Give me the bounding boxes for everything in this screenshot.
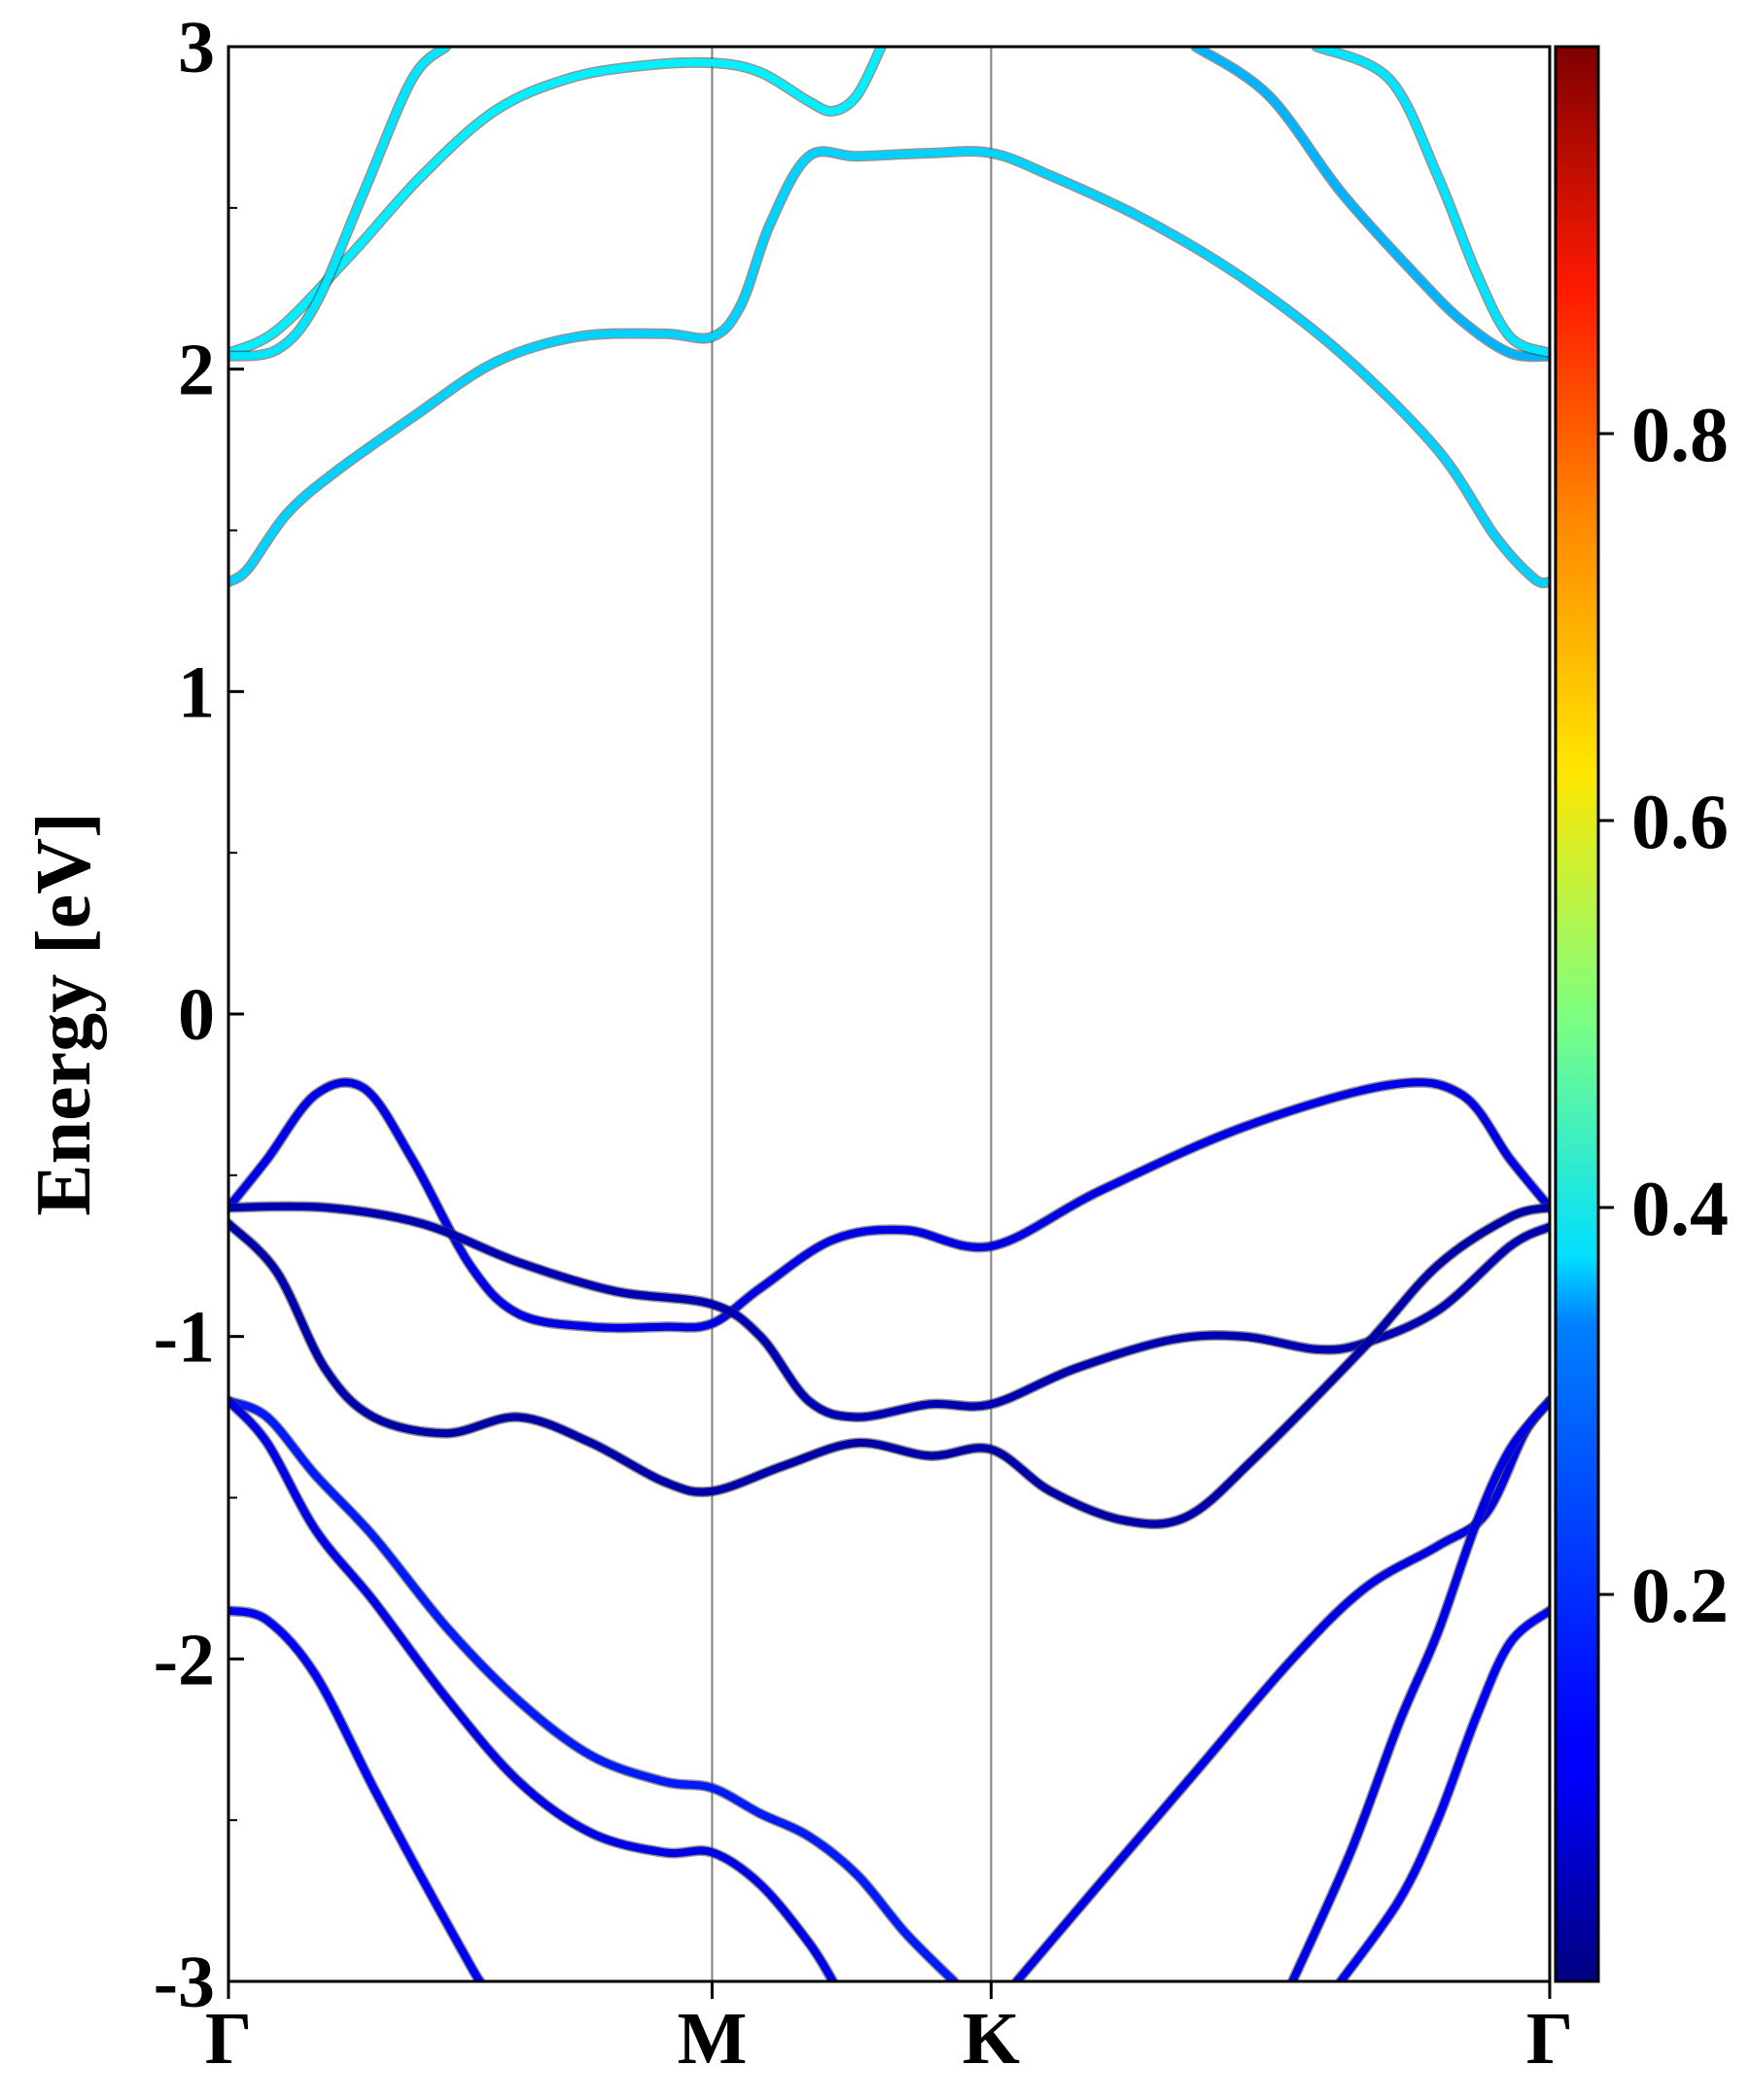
band-line (1191, 47, 1550, 361)
colorbar-tick-label: 0.6 (1631, 780, 1729, 865)
x-tick-label: K (962, 1998, 1020, 2080)
x-tick-label: Γ (1526, 1998, 1573, 2080)
band-line (228, 1202, 1550, 1421)
y-tick-label: -2 (154, 1619, 215, 1700)
band-line (1312, 47, 1550, 358)
band-line (228, 1204, 1550, 1528)
x-tick-label: Γ (205, 1998, 252, 2080)
band-line (228, 1606, 484, 1981)
y-tick-label: 0 (178, 974, 215, 1056)
colorbar-tick-label: 0.2 (1631, 1554, 1729, 1639)
band-line (228, 1078, 1550, 1332)
colorbar-tick-label: 0.8 (1631, 393, 1729, 478)
y-tick-label: 3 (178, 7, 215, 88)
y-tick-label: 1 (178, 651, 215, 733)
x-tick-label: M (678, 1998, 748, 2080)
band-line-outline (228, 1201, 1550, 1423)
y-tick-label: -3 (154, 1942, 215, 2023)
band-line-outline (228, 1076, 1550, 1334)
band-line-outline (228, 47, 452, 362)
band-line (228, 1397, 837, 1981)
y-axis-title: Energy [eV] (21, 812, 107, 1215)
colorbar: 0.2 0.4 0.6 0.8 (1554, 45, 1729, 1983)
plot-area: -3 -2 -1 0 1 2 3 Γ M K Γ (154, 7, 1573, 2080)
colorbar-ticks: 0.2 0.4 0.6 0.8 (1598, 393, 1729, 1639)
band-line (228, 47, 886, 358)
band-line-outline (228, 1605, 486, 1981)
colorbar-gradient (1554, 45, 1600, 1983)
band-line-outline (228, 1395, 960, 1981)
band-lines (228, 47, 1550, 1981)
band-line-outline (1011, 1395, 1550, 1981)
y-tick-label: 2 (178, 330, 215, 411)
high-symmetry-lines (711, 47, 993, 1981)
colorbar-tick-label: 0.4 (1631, 1167, 1729, 1252)
plot-frame (227, 45, 1552, 1983)
band-line (1337, 1606, 1550, 1981)
band-line (1012, 1397, 1550, 1981)
y-tick-label: -1 (154, 1297, 215, 1379)
band-line (228, 1397, 959, 1981)
band-line (1288, 1397, 1550, 1981)
y-axis-ticks: -3 -2 -1 0 1 2 3 (154, 7, 244, 2023)
band-line (228, 147, 1550, 587)
band-line (228, 47, 450, 361)
